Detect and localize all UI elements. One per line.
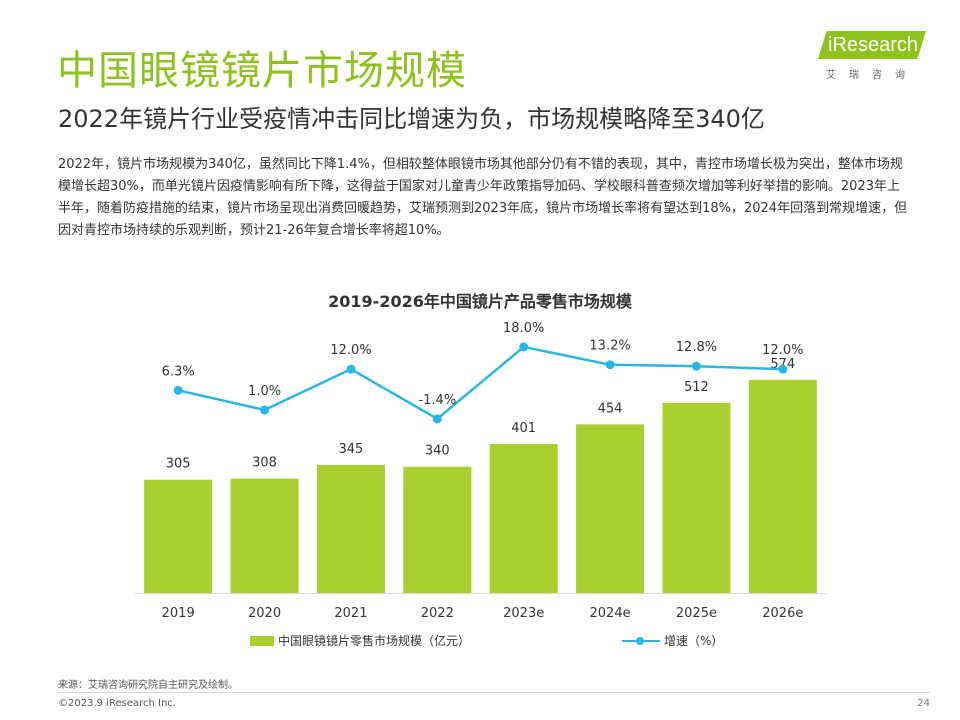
legend-item-market-size: 中国眼镜镜片零售市场规模（亿元）: [250, 632, 470, 649]
growth-label-2024e: 13.2%: [589, 339, 630, 354]
bar-label-2023e: 401: [511, 421, 536, 436]
growth-label-2023e: 18.0%: [503, 321, 544, 336]
bar-label-2024e: 454: [598, 401, 623, 416]
x-tick-2020: 2020: [248, 606, 281, 621]
growth-label-2025e: 12.8%: [676, 340, 717, 355]
bar-label-2021: 345: [339, 442, 364, 457]
chart-legend: 中国眼镜镜片零售市场规模（亿元） 增速（%）: [250, 632, 810, 652]
growth-point-2020: [260, 405, 270, 415]
source-note: 来源：艾瑞咨询研究院自主研究及绘制。: [58, 680, 238, 691]
legend-label-market-size: 中国眼镜镜片零售市场规模（亿元）: [278, 634, 471, 648]
legend-line-swatch: [622, 636, 660, 646]
x-tick-2024e: 2024e: [590, 606, 631, 621]
growth-point-2019: [173, 385, 183, 395]
bar-label-2019: 305: [166, 457, 191, 472]
growth-point-2026e: [778, 364, 788, 374]
x-tick-2023e: 2023e: [503, 606, 544, 621]
growth-point-2024e: [605, 360, 615, 370]
page-number: 24: [917, 698, 930, 709]
bar-2021: [316, 464, 385, 593]
growth-label-2019: 6.3%: [162, 364, 195, 379]
summary-paragraph: 2022年，镜片市场规模为340亿，虽然同比下降1.4%，但相较整体眼镜市场其他…: [58, 157, 908, 238]
growth-rate-line: [177, 345, 783, 421]
iresearch-logo: iResearch 艾瑞咨询: [818, 28, 930, 84]
page-subtitle: 2022年镜片行业受疫情冲击同比增速为负，市场规模略降至340亿: [58, 105, 765, 133]
bar-2020: [230, 478, 299, 593]
growth-point-2025e: [691, 361, 701, 371]
legend-item-growth-rate: 增速（%）: [622, 632, 723, 649]
bar-label-2022: 340: [425, 444, 450, 459]
bar-2024e: [576, 424, 645, 593]
bar-label-2020: 308: [252, 456, 277, 471]
growth-label-2021: 12.0%: [330, 343, 371, 358]
growth-point-2022: [432, 414, 442, 424]
growth-label-2020: 1.0%: [248, 384, 281, 399]
bar-2025e: [662, 402, 731, 593]
growth-label-2022: -1.4%: [418, 393, 456, 408]
x-tick-2026e: 2026e: [762, 606, 803, 621]
x-tick-2022: 2022: [421, 606, 454, 621]
legend-bar-swatch: [250, 635, 274, 646]
bar-2022: [403, 466, 472, 593]
bar-label-2025e: 512: [684, 380, 709, 395]
logo-plate: [818, 31, 926, 59]
copyright: ©2023.9 iResearch Inc.: [58, 698, 176, 709]
x-tick-2019: 2019: [162, 606, 195, 621]
growth-point-2023e: [519, 342, 529, 352]
page-title: 中国眼镜镜片市场规模: [57, 48, 467, 94]
footer-divider: [58, 692, 930, 693]
growth-point-2021: [346, 364, 356, 374]
bar-2019: [144, 479, 213, 593]
logo-subtitle: 艾瑞咨询: [826, 70, 918, 81]
x-tick-2021: 2021: [334, 606, 367, 621]
growth-label-2026e: 12.0%: [762, 343, 803, 358]
bar-2023e: [489, 444, 558, 593]
logo-word: iResearch: [828, 34, 919, 56]
chart-title: 2019-2026年中国镜片产品零售市场规模: [328, 292, 632, 311]
legend-label-growth-rate: 增速（%）: [664, 634, 724, 648]
bar-2026e: [748, 379, 817, 593]
x-tick-2025e: 2025e: [676, 606, 717, 621]
